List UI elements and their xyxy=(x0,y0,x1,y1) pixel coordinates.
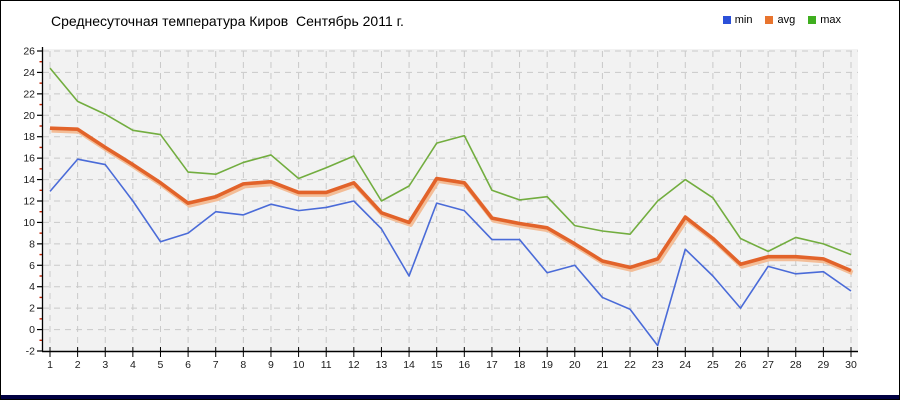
bottom-border-bar xyxy=(1,395,899,399)
x-axis-label: 27 xyxy=(762,359,774,371)
x-axis-label: 4 xyxy=(130,359,136,371)
y-axis-label: -2 xyxy=(26,346,35,358)
x-axis-label: 10 xyxy=(293,359,305,371)
x-axis-label: 22 xyxy=(624,359,636,371)
x-axis-label: 5 xyxy=(158,359,164,371)
y-axis-label: 6 xyxy=(29,260,35,272)
x-axis-label: 26 xyxy=(735,359,747,371)
x-axis-label: 2 xyxy=(75,359,81,371)
x-axis-label: 28 xyxy=(790,359,802,371)
x-axis-label: 23 xyxy=(652,359,664,371)
x-axis-label: 6 xyxy=(185,359,191,371)
avg-series-line xyxy=(49,126,852,273)
x-axis-label: 24 xyxy=(679,359,691,371)
legend-item-min: min xyxy=(722,14,753,26)
x-axis-label: 12 xyxy=(348,359,360,371)
x-axis-label: 20 xyxy=(569,359,581,371)
y-axis-label: 4 xyxy=(29,281,35,293)
x-axis-label: 8 xyxy=(240,359,246,371)
x-axis-label: 13 xyxy=(376,359,388,371)
x-axis-label: 16 xyxy=(458,359,470,371)
y-axis-label: 16 xyxy=(23,153,35,165)
y-axis-label: 0 xyxy=(29,324,35,336)
y-axis-label: 18 xyxy=(23,131,35,143)
min-series-swatch-icon xyxy=(722,16,731,24)
x-axis-label: 9 xyxy=(268,359,274,371)
x-axis-label: 30 xyxy=(845,359,857,371)
y-axis-label: 2 xyxy=(29,303,35,315)
x-axis-label: 17 xyxy=(486,359,498,371)
x-axis-label: 25 xyxy=(707,359,719,371)
x-axis-label: 3 xyxy=(102,359,108,371)
legend-item-max: max xyxy=(808,14,841,26)
x-axis-label: 7 xyxy=(213,359,219,371)
legend-label-max: max xyxy=(820,14,841,26)
x-axis-label: 21 xyxy=(597,359,609,371)
x-axis-label: 11 xyxy=(321,359,332,371)
legend: min avg max xyxy=(722,14,841,26)
max-series-line xyxy=(49,67,852,256)
x-axis-label: 19 xyxy=(541,359,553,371)
chart-title: Среднесуточная температура Киров Сентябр… xyxy=(51,13,404,29)
legend-item-avg: avg xyxy=(765,14,795,26)
y-axis-label: 10 xyxy=(23,217,35,229)
min-series-line xyxy=(49,158,852,347)
y-axis-label: 12 xyxy=(23,196,35,208)
y-axis-label: 14 xyxy=(23,174,35,186)
y-axis-label: 20 xyxy=(23,110,35,122)
x-axis-label: 14 xyxy=(403,359,415,371)
x-axis-label: 1 xyxy=(47,359,53,371)
y-axis-label: 22 xyxy=(23,88,35,100)
y-axis-label: 26 xyxy=(23,46,35,58)
x-axis-label: 29 xyxy=(818,359,830,371)
x-axis-label: 15 xyxy=(431,359,443,371)
avg-series-swatch-icon xyxy=(765,16,774,24)
y-axis-label: 8 xyxy=(29,238,35,250)
y-axis-label: 24 xyxy=(23,67,35,79)
legend-label-min: min xyxy=(734,14,753,26)
max-series-swatch-icon xyxy=(808,16,817,24)
legend-label-avg: avg xyxy=(777,14,796,26)
x-axis-label: 18 xyxy=(514,359,526,371)
